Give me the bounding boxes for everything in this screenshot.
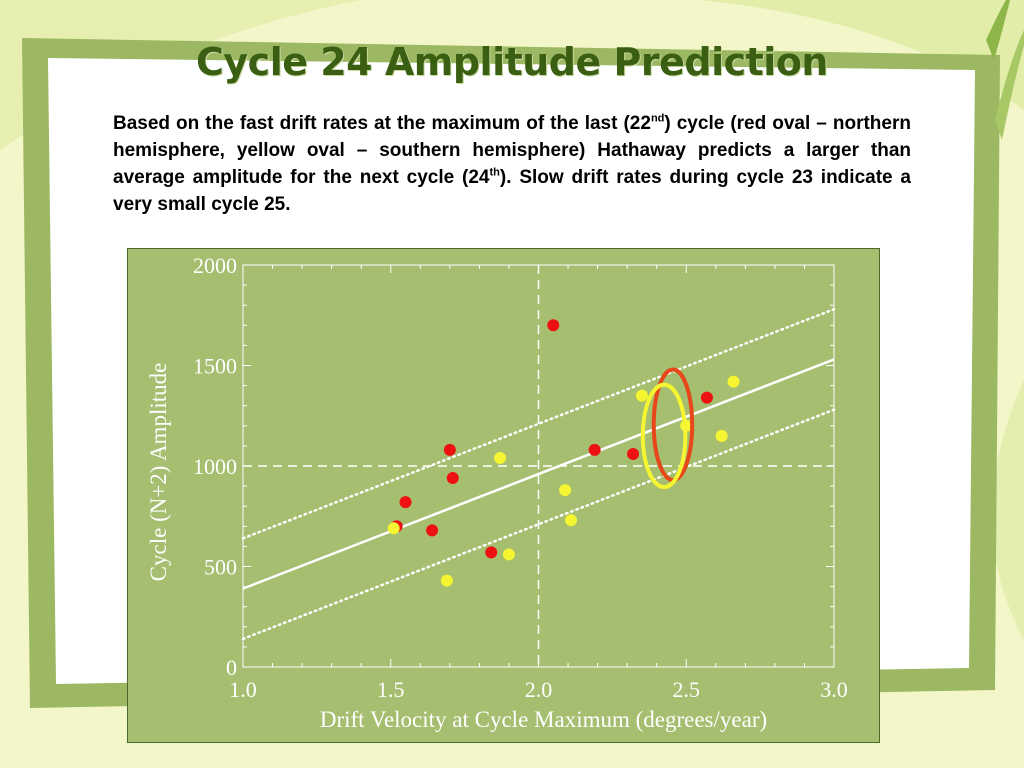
yellow-data-point [502, 548, 515, 561]
superscript-nd: nd [650, 112, 665, 125]
red-data-point [426, 524, 439, 537]
y-tick-label: 1000 [193, 454, 237, 479]
red-data-point [443, 443, 456, 456]
red-data-point [627, 447, 640, 460]
scatter-chart: 1.0 1.5 2.0 2.5 3.0 0 500 1000 1500 2000 Drift Vel… [146, 253, 848, 732]
yellow-data-point [559, 484, 572, 497]
red-data-point [485, 546, 498, 559]
fit-line [242, 358, 835, 590]
red-data-point [547, 319, 560, 332]
yellow-data-point [494, 451, 507, 464]
slide-title: Cycle 24 Amplitude Prediction [196, 40, 828, 84]
yellow-data-point [387, 522, 400, 535]
confidence-line-upper [241, 307, 836, 540]
y-axis-label: Cycle (N+2) Amplitude [146, 363, 171, 582]
yellow-data-point [635, 389, 648, 402]
red-data-point [588, 443, 601, 456]
x-tick-label: 2.0 [525, 677, 553, 702]
yellow-data-point [440, 574, 453, 587]
y-tick-label: 1500 [193, 354, 237, 379]
superscript-th: th [489, 166, 500, 179]
yellow-oval [640, 382, 688, 490]
yellow-data-point [715, 429, 728, 442]
red-data-point [700, 391, 713, 404]
x-tick-label: 2.5 [673, 677, 701, 702]
red-data-point [446, 472, 459, 485]
description-text: Based on the fast drift rates at the max… [113, 110, 911, 218]
x-tick-label: 3.0 [820, 677, 848, 702]
yellow-data-point [565, 514, 578, 527]
description-part-1: Based on the fast drift rates at the max… [113, 113, 651, 134]
y-tick-label: 500 [204, 555, 237, 580]
y-tick-label: 2000 [193, 253, 237, 278]
red-data-point [399, 496, 412, 509]
x-axis-label: Drift Velocity at Cycle Maximum (degrees… [320, 707, 767, 732]
confidence-line-lower [241, 408, 836, 641]
description-part-2: ) cycle (red oval – northern hemisphere,… [113, 113, 911, 188]
y-tick-label: 0 [226, 655, 237, 680]
description-part-3: ). Slow drift rates during cycle 23 indi… [113, 167, 911, 215]
yellow-data-point [727, 375, 740, 388]
x-tick-label: 1.0 [229, 677, 257, 702]
chart-panel: 1.0 1.5 2.0 2.5 3.0 0 500 1000 1500 2000 Drift Vel… [127, 248, 880, 743]
x-tick-label: 1.5 [377, 677, 405, 702]
